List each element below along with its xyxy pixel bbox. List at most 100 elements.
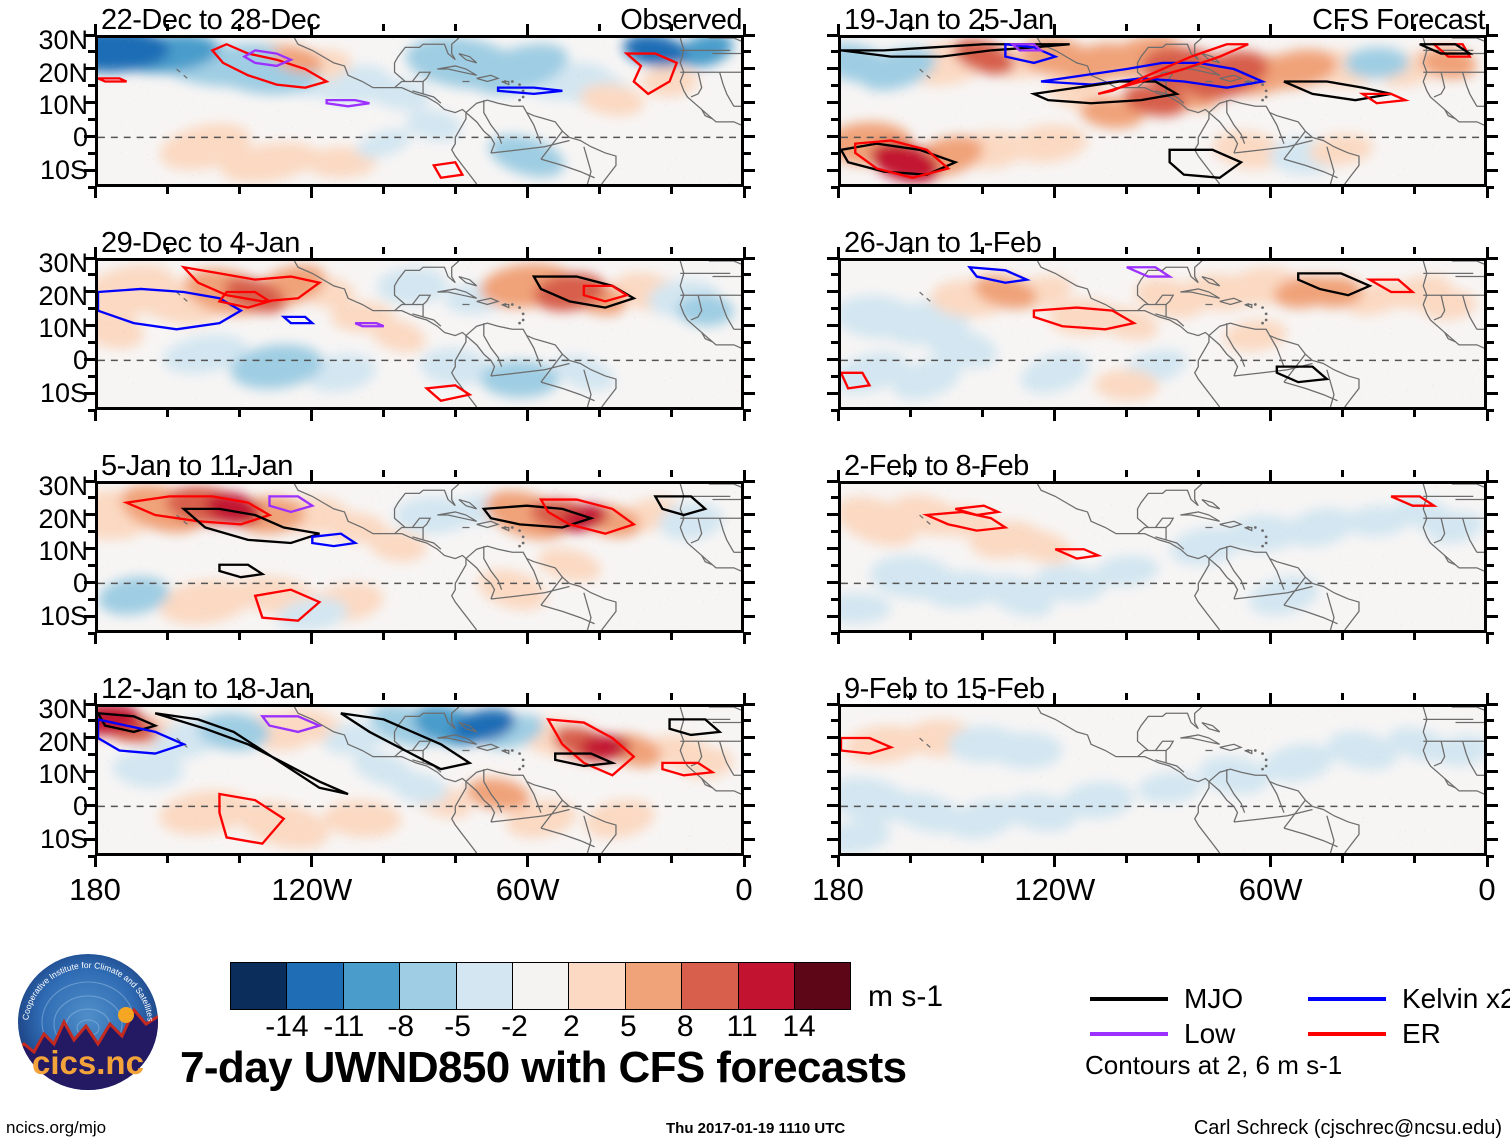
axis-tick bbox=[831, 820, 838, 824]
axis-tick bbox=[1052, 410, 1056, 421]
wave-contours bbox=[98, 265, 637, 403]
axis-tick bbox=[744, 84, 751, 88]
axis-tick bbox=[88, 597, 95, 601]
axis-tick bbox=[88, 374, 95, 378]
legend-line-mjo bbox=[1090, 997, 1168, 1001]
axis-tick bbox=[831, 117, 838, 121]
coastlines bbox=[919, 38, 1484, 184]
y-axis-label: 10S bbox=[39, 377, 88, 408]
colorbar-swatch-0 bbox=[231, 963, 288, 1009]
axis-tick bbox=[908, 633, 912, 640]
axis-tick bbox=[1052, 693, 1056, 704]
axis-tick bbox=[744, 391, 755, 395]
axis-tick bbox=[84, 324, 95, 328]
axis-tick bbox=[827, 702, 838, 706]
axis-tick bbox=[1269, 410, 1273, 421]
axis-tick bbox=[381, 470, 385, 477]
axis-tick bbox=[1487, 479, 1498, 483]
x-axis-label: 60W bbox=[495, 872, 560, 907]
axis-tick bbox=[980, 470, 984, 477]
axis-tick bbox=[93, 24, 97, 35]
axis-tick bbox=[165, 410, 169, 417]
axis-tick bbox=[908, 470, 912, 477]
x-axis-label: 0 bbox=[735, 872, 753, 907]
map-area bbox=[95, 704, 744, 856]
axis-tick bbox=[1124, 693, 1128, 700]
axis-tick bbox=[744, 614, 755, 618]
y-axis-label: 0 bbox=[72, 122, 88, 153]
axis-tick bbox=[1124, 470, 1128, 477]
axis-tick bbox=[980, 693, 984, 700]
axis-tick bbox=[836, 247, 840, 258]
axis-tick bbox=[1487, 357, 1498, 361]
axis-tick bbox=[84, 256, 95, 260]
axis-tick bbox=[670, 24, 674, 31]
axis-tick bbox=[1487, 702, 1498, 706]
axis-tick bbox=[742, 247, 746, 258]
cics-nc-logo: Cooperative Institute for Climate and Sa… bbox=[18, 954, 158, 1090]
panel-title: 22-Dec to 28-Dec bbox=[101, 4, 321, 36]
axis-tick bbox=[827, 134, 838, 138]
axis-tick bbox=[1487, 168, 1498, 172]
axis-tick bbox=[1124, 24, 1128, 31]
panel-forecast-3: 2-Feb to 8-Feb bbox=[827, 451, 1498, 644]
legend-label: Kelvin x2 bbox=[1402, 983, 1510, 1014]
panel-observed-4: 12-Jan to 18-Jan bbox=[84, 674, 755, 867]
axis-tick bbox=[1487, 33, 1498, 37]
timestamp: Thu 2017-01-19 1110 UTC bbox=[666, 1120, 846, 1137]
axis-tick bbox=[1341, 633, 1345, 640]
axis-tick bbox=[831, 273, 838, 277]
axis-tick bbox=[598, 470, 602, 477]
axis-tick bbox=[908, 856, 912, 863]
ncics-link[interactable]: ncics.org/mjo bbox=[6, 1118, 107, 1137]
axis-tick bbox=[454, 247, 458, 254]
axis-tick bbox=[670, 187, 674, 194]
axis-tick bbox=[908, 187, 912, 194]
y-axis-label: 20N bbox=[38, 280, 88, 311]
panel-title: 9-Feb to 15-Feb bbox=[844, 673, 1045, 705]
map-area bbox=[838, 35, 1487, 187]
axis-tick bbox=[1197, 856, 1201, 863]
axis-tick bbox=[908, 693, 912, 700]
axis-tick bbox=[1487, 273, 1494, 277]
axis-tick bbox=[598, 693, 602, 700]
axis-tick bbox=[237, 247, 241, 254]
axis-tick bbox=[88, 273, 95, 277]
axis-tick bbox=[744, 597, 751, 601]
axis-tick bbox=[1487, 151, 1494, 155]
axis-tick bbox=[88, 820, 95, 824]
axis-tick bbox=[1487, 736, 1498, 740]
axis-tick bbox=[831, 597, 838, 601]
colorbar-swatch-3 bbox=[400, 963, 457, 1009]
axis-tick bbox=[744, 702, 755, 706]
axis-tick bbox=[744, 513, 755, 517]
wave-contours bbox=[98, 42, 679, 180]
axis-tick bbox=[742, 633, 746, 644]
axis-tick bbox=[744, 67, 755, 71]
axis-tick bbox=[88, 84, 95, 88]
colorbar-swatch-1 bbox=[287, 963, 344, 1009]
axis-tick bbox=[827, 391, 838, 395]
axis-tick bbox=[827, 513, 838, 517]
colorbar-tick-label: -8 bbox=[387, 1010, 415, 1043]
axis-tick bbox=[84, 770, 95, 774]
axis-tick bbox=[1487, 50, 1494, 54]
axis-tick bbox=[93, 187, 97, 198]
axis-tick bbox=[88, 408, 95, 412]
colorbar-swatch-10 bbox=[794, 963, 851, 1009]
axis-tick bbox=[980, 247, 984, 254]
wave-contours bbox=[122, 495, 708, 622]
axis-tick bbox=[93, 856, 97, 867]
axis-tick bbox=[1487, 67, 1498, 71]
axis-tick bbox=[309, 693, 313, 704]
axis-tick bbox=[831, 530, 838, 534]
shaded-field bbox=[841, 38, 1484, 184]
axis-tick bbox=[742, 856, 746, 867]
axis-tick bbox=[1485, 187, 1489, 198]
axis-tick bbox=[84, 101, 95, 105]
axis-tick bbox=[88, 719, 95, 723]
axis-tick bbox=[831, 185, 838, 189]
axis-tick bbox=[237, 410, 241, 417]
shaded-field bbox=[841, 261, 1484, 407]
axis-tick bbox=[1124, 247, 1128, 254]
